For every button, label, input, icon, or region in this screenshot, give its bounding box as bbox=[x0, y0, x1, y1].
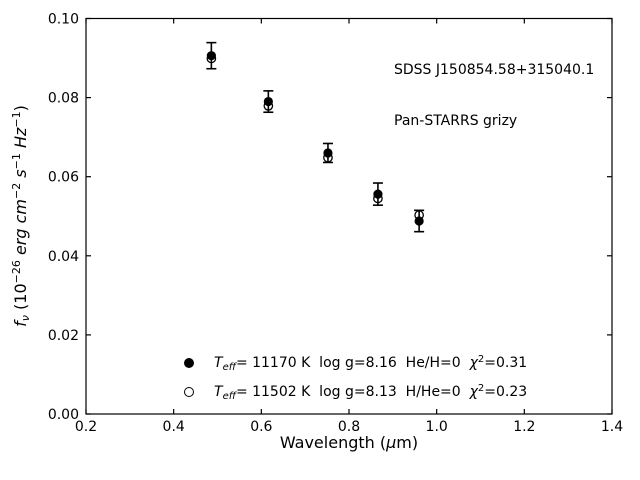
data-point-filled bbox=[373, 189, 383, 199]
y-tick-label: 0.10 bbox=[48, 12, 79, 28]
x-axis-label: Wavelength (μm) bbox=[249, 433, 449, 452]
legend-entry-label: Teff= 11170 K log g=8.16 He/H=0 χ2=0.31 bbox=[214, 353, 528, 373]
flux-symbol: f bbox=[11, 321, 30, 327]
annotation: SDSS J150854.58+315040.1 Pan-STARRS griz… bbox=[394, 28, 594, 164]
mu-symbol: μ bbox=[386, 433, 397, 452]
annotation-survey: Pan-STARRS grizy bbox=[394, 113, 518, 129]
legend-entry: Teff= 11502 K log g=8.13 H/He=0 χ2=0.23 bbox=[184, 382, 528, 402]
legend-entry-label: Teff= 11502 K log g=8.13 H/He=0 χ2=0.23 bbox=[214, 382, 528, 402]
y-tick-label: 0.04 bbox=[48, 249, 79, 265]
y-axis-label: fν (10−26 erg cm−2 s−1 Hz−1) bbox=[10, 105, 32, 327]
x-label-text: Wavelength ( bbox=[279, 433, 387, 452]
x-tick-label: 1.0 bbox=[426, 419, 448, 435]
x-tick-label: 1.2 bbox=[513, 419, 535, 435]
x-tick-label: 0.8 bbox=[338, 419, 360, 435]
data-point-filled bbox=[323, 148, 333, 158]
open-circle-marker bbox=[184, 387, 194, 397]
x-tick-label: 0.4 bbox=[163, 419, 185, 435]
y-tick-label: 0.00 bbox=[48, 407, 79, 423]
legend-entry: Teff= 11170 K log g=8.16 He/H=0 χ2=0.31 bbox=[184, 353, 528, 373]
data-point-filled bbox=[206, 51, 216, 61]
x-tick-label: 1.4 bbox=[601, 419, 623, 435]
data-point-filled bbox=[263, 96, 273, 107]
x-tick-label: 0.2 bbox=[75, 419, 97, 435]
filled-circle-marker bbox=[184, 358, 194, 368]
y-tick-label: 0.08 bbox=[48, 91, 79, 107]
annotation-source-name: SDSS J150854.58+315040.1 bbox=[394, 62, 595, 78]
nu-subscript: ν bbox=[19, 315, 32, 322]
x-tick-label: 0.6 bbox=[250, 419, 272, 435]
y-tick-label: 0.02 bbox=[48, 328, 79, 344]
y-tick-label: 0.06 bbox=[48, 170, 79, 186]
x-label-unit-close: m) bbox=[396, 433, 419, 452]
data-point-filled bbox=[414, 216, 424, 226]
